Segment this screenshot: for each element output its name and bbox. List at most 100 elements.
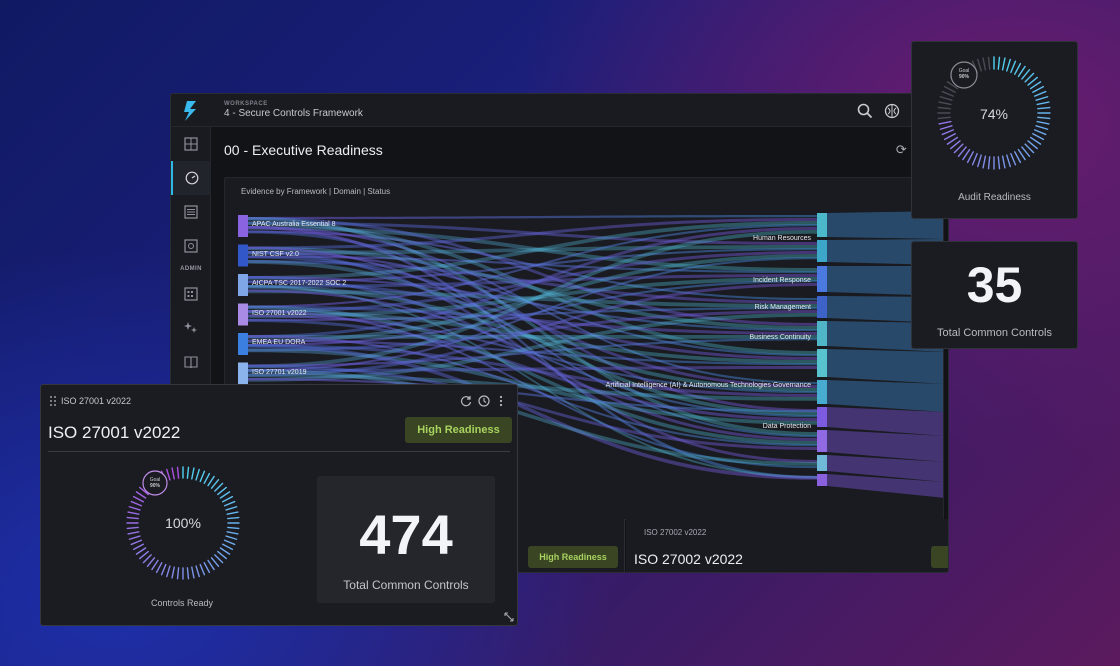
audit-readiness-ring	[937, 56, 1051, 170]
ring-tick	[207, 559, 215, 571]
ring-tick	[1006, 58, 1011, 72]
sankey-flow	[248, 314, 817, 394]
ring-tick	[219, 547, 231, 555]
sankey-flow	[248, 335, 817, 447]
domain-label[interactable]: Risk Management	[754, 304, 811, 311]
ring-tick	[937, 106, 951, 110]
bottom-card-iso27002: ISO 27002 v2022 ISO 27002 v2022	[626, 519, 948, 572]
workspace-name[interactable]: 4 - Secure Controls Framework	[224, 108, 363, 119]
ring-tick	[971, 152, 978, 166]
ring-tick	[977, 154, 982, 168]
sidebar-item-review[interactable]	[171, 229, 211, 263]
calendar-grid-icon	[184, 287, 198, 301]
sankey-flow	[248, 224, 817, 308]
sankey-flow	[248, 226, 817, 385]
sankey-flow	[248, 246, 817, 330]
app-logo-icon[interactable]	[181, 100, 201, 122]
ring-tick	[195, 468, 200, 481]
domain-label[interactable]: Data Protection	[762, 423, 811, 430]
ring-tick	[1001, 155, 1006, 169]
refresh-icon[interactable]	[460, 395, 472, 407]
ring-tick	[937, 116, 951, 120]
sidebar-item-readiness[interactable]	[171, 161, 211, 195]
sankey-flow-out	[827, 380, 943, 412]
ring-tick	[132, 543, 145, 551]
page-title: 00 - Executive Readiness	[224, 142, 383, 158]
more-options-icon[interactable]	[498, 395, 504, 407]
ring-tick	[941, 129, 955, 136]
framework-label[interactable]: NIST CSF v2.0	[252, 250, 299, 258]
sidebar-item-list[interactable]	[171, 195, 211, 229]
ring-tick	[223, 500, 236, 507]
ai-brain-icon[interactable]	[884, 103, 900, 119]
iso-total-caption: Total Common Controls	[343, 578, 469, 592]
sankey-flow	[248, 276, 817, 441]
ring-tick	[186, 567, 190, 580]
sidebar-item-library[interactable]	[171, 345, 211, 379]
framework-label[interactable]: EMEA EU DORA	[252, 339, 306, 346]
sankey-flow	[248, 366, 817, 372]
ring-tick	[225, 535, 238, 540]
ring-tick	[1027, 140, 1038, 150]
framework-label[interactable]: ISO 27001 v2022	[252, 309, 307, 317]
iso27002-subtitle: ISO 27002 v2022	[644, 528, 707, 537]
ring-tick	[1006, 154, 1011, 168]
search-icon[interactable]	[857, 103, 873, 119]
framework-node	[238, 215, 248, 237]
sankey-flow	[248, 305, 817, 445]
iso27002-title: ISO 27002 v2022	[634, 551, 743, 567]
ring-tick	[126, 516, 139, 520]
sankey-flow	[248, 218, 817, 250]
clock-icon[interactable]	[478, 395, 490, 407]
ring-tick	[166, 565, 171, 578]
domain-label[interactable]: Incident Response	[753, 277, 811, 284]
ring-tick	[950, 140, 961, 150]
sankey-flow	[248, 283, 817, 377]
framework-node	[238, 333, 248, 355]
domain-label[interactable]: Artificial Intelligence (AI) & Autonomou…	[605, 382, 811, 389]
framework-label[interactable]: ISO 27701 v2019	[252, 368, 307, 376]
ring-tick	[1029, 136, 1042, 145]
domain-node	[817, 380, 827, 404]
ring-tick	[135, 547, 147, 555]
book-icon	[184, 356, 198, 369]
high-readiness-badge: High Readiness	[405, 417, 512, 443]
ring-tick	[217, 550, 227, 560]
ring-tick	[1024, 72, 1035, 83]
controls-ready-percent: 100%	[165, 515, 201, 531]
sidebar-item-admin-grid[interactable]	[171, 277, 211, 311]
drag-handle-icon[interactable]	[49, 395, 57, 407]
ring-tick	[128, 535, 141, 540]
resize-expand-icon[interactable]	[503, 611, 515, 623]
sankey-flow	[248, 280, 817, 347]
ring-tick	[997, 56, 1001, 70]
ring-tick	[1010, 152, 1017, 166]
sankey-flow-out	[827, 474, 943, 498]
ring-tick	[171, 467, 175, 480]
sankey-flow	[248, 217, 817, 326]
ring-tick	[128, 506, 141, 511]
sankey-flow	[248, 276, 817, 332]
domain-label[interactable]: Business Continuity	[749, 334, 811, 341]
ring-tick	[946, 81, 959, 90]
iso27001-title: ISO 27001 v2022	[48, 423, 181, 442]
sidebar-item-dashboard[interactable]	[171, 127, 211, 161]
framework-label[interactable]: APAC Australia Essential 8	[252, 221, 336, 228]
ring-tick	[1014, 62, 1022, 75]
sankey-flow	[248, 255, 817, 274]
ring-tick	[176, 466, 180, 479]
ring-tick	[130, 500, 143, 507]
ring-tick	[219, 491, 231, 499]
sankey-flow-out	[827, 430, 943, 462]
framework-label[interactable]: AICPA TSC 2017-2022 SOC 2	[252, 280, 347, 287]
ring-tick	[221, 495, 234, 503]
ring-tick	[1021, 69, 1031, 80]
domain-node	[817, 474, 827, 486]
ring-tick	[987, 56, 991, 70]
domain-node	[817, 407, 827, 427]
ring-tick	[217, 486, 227, 496]
sidebar-item-ai[interactable]	[171, 311, 211, 345]
ring-tick	[982, 57, 987, 71]
domain-label[interactable]: Human Resources	[753, 235, 811, 242]
total-controls-caption: Total Common Controls	[937, 327, 1052, 339]
